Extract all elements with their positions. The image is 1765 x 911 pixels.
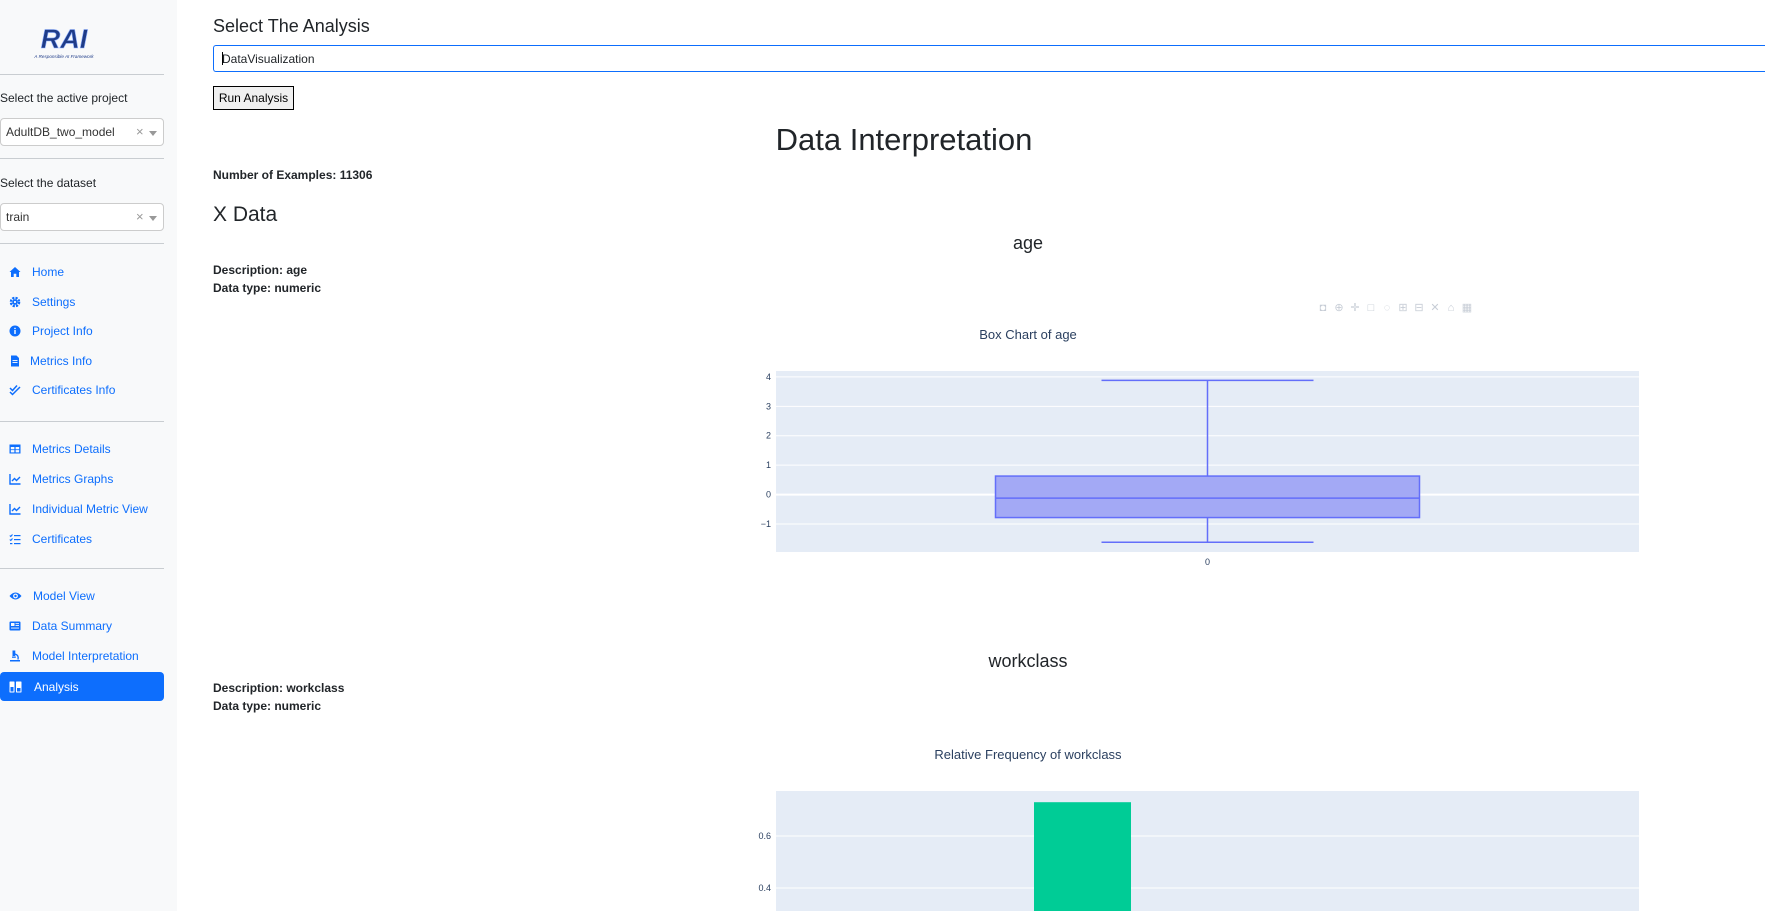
y-tick-label: 3 (766, 401, 771, 411)
y-tick-label: 1 (766, 460, 771, 470)
sidebar-item-model-view[interactable]: Model View (0, 583, 164, 609)
sidebar-item-label: Home (32, 265, 65, 279)
zoom-icon[interactable]: ⊕ (1334, 302, 1344, 314)
sidebar-divider (0, 243, 164, 244)
num-examples: Number of Examples: 11306 (213, 168, 373, 182)
bar-chart-workclass: Relative Frequency of workclass 0.4 0.6 (758, 747, 1639, 911)
microscope-icon (9, 650, 21, 662)
box-iqr (994, 475, 1421, 519)
y-tick-label: −1 (761, 519, 771, 529)
run-analysis-button[interactable]: Run Analysis (213, 86, 294, 110)
y-tick-label: 0 (766, 490, 771, 500)
autoscale-icon[interactable]: ✕ (1430, 302, 1440, 314)
dataset-select-label: Select the dataset (0, 176, 97, 190)
page-title: Data Interpretation (775, 122, 1033, 157)
box-select-icon[interactable]: □ (1367, 302, 1375, 314)
sidebar-item-individual-metric-view[interactable]: Individual Metric View (0, 496, 164, 522)
feature-data-type: Data type: numeric (213, 699, 322, 713)
sidebar-item-label: Project Info (32, 324, 93, 338)
project-select[interactable]: AdultDB_two_model × (0, 118, 164, 146)
sidebar-item-metrics-details[interactable]: Metrics Details (0, 436, 164, 462)
feature-description: Description: age (213, 263, 308, 277)
sidebar-item-label: Model Interpretation (32, 649, 139, 663)
sidebar-item-label: Metrics Graphs (32, 472, 114, 486)
chart-title: Relative Frequency of workclass (934, 747, 1122, 762)
feature-description: Description: workclass (213, 681, 345, 695)
zoom-in-icon[interactable]: ⊞ (1398, 302, 1408, 314)
feature-title-workclass: workclass (988, 651, 1068, 671)
sidebar-divider (0, 158, 164, 159)
home-icon (9, 266, 21, 278)
chart-line-icon (9, 473, 21, 485)
logo-text: RAI (41, 24, 88, 54)
project-select-label: Select the active project (0, 91, 128, 105)
analysis-select-input[interactable] (213, 45, 1765, 72)
feature-title-age: age (1012, 233, 1044, 253)
sidebar-item-label: Individual Metric View (32, 502, 148, 516)
plot-modebar: ◘ ⊕ ✛ □ ◌ ⊞ ⊟ ✕ ⌂ ▦ (1317, 302, 1473, 314)
gear-icon (9, 296, 21, 308)
table-icon (9, 443, 21, 455)
sidebar-item-label: Model View (33, 589, 95, 603)
check-double-icon (9, 384, 21, 396)
sidebar-item-model-interpretation[interactable]: Model Interpretation (0, 643, 164, 669)
sidebar-item-label: Data Summary (32, 619, 113, 633)
project-clear-icon[interactable]: × (136, 124, 144, 139)
chart-title: Box Chart of age (979, 327, 1077, 342)
select-analysis-title: Select The Analysis (213, 16, 370, 36)
sidebar-item-certificates-info[interactable]: Certificates Info (0, 377, 164, 403)
sidebar-item-label: Metrics Info (30, 354, 93, 368)
sidebar-item-label: Metrics Details (32, 442, 111, 456)
project-chevron-down-icon[interactable] (149, 131, 157, 136)
lasso-icon[interactable]: ◌ (1383, 302, 1391, 314)
reset-axes-icon[interactable]: ⌂ (1447, 302, 1455, 314)
file-icon (9, 355, 21, 367)
sidebar-item-label: Certificates (32, 532, 93, 546)
y-tick-label: 4 (766, 372, 771, 382)
sidebar-item-certificates[interactable]: Certificates (0, 526, 164, 552)
sidebar-item-label: Analysis (34, 679, 79, 694)
bar (1034, 802, 1131, 911)
y-tick-label: 2 (766, 431, 771, 441)
text-cursor (222, 52, 223, 65)
sidebar-item-analysis[interactable]: Analysis (0, 672, 164, 701)
project-select-value: AdultDB_two_model (6, 125, 115, 139)
sidebar: RAI A Responsible AI Framework Select th… (0, 0, 177, 911)
logo-tagline: A Responsible AI Framework (33, 54, 94, 59)
sidebar-item-data-summary[interactable]: Data Summary (0, 613, 164, 639)
plotly-logo-icon[interactable]: ▦ (1461, 302, 1473, 314)
sidebar-divider (0, 568, 164, 569)
x-data-heading: X Data (213, 203, 278, 226)
rai-logo: RAI A Responsible AI Framework (26, 20, 102, 62)
flask-icon (9, 681, 22, 693)
dataset-select-value: train (6, 210, 30, 224)
box-chart-age: Box Chart of age −1 0 1 2 3 4 0 (761, 327, 1639, 567)
sidebar-item-metrics-graphs[interactable]: Metrics Graphs (0, 466, 164, 492)
sidebar-item-metrics-info[interactable]: Metrics Info (0, 348, 164, 374)
sidebar-item-home[interactable]: Home (0, 259, 164, 285)
y-tick-label: 0.4 (758, 883, 771, 893)
sidebar-item-label: Settings (32, 295, 76, 309)
newspaper-icon (9, 620, 21, 632)
sidebar-divider (0, 74, 164, 75)
plot-area (776, 791, 1639, 911)
sidebar-item-label: Certificates Info (32, 383, 116, 397)
chart-line-icon (9, 503, 21, 515)
sidebar-divider (0, 421, 164, 422)
dataset-select[interactable]: train × (0, 203, 164, 231)
main-content: Select The Analysis Run Analysis Data In… (177, 0, 1765, 911)
y-tick-label: 0.6 (758, 831, 771, 841)
x-tick-label: 0 (1205, 557, 1210, 567)
info-icon (9, 325, 21, 337)
sidebar-item-project-info[interactable]: Project Info (0, 318, 164, 344)
camera-icon[interactable]: ◘ (1319, 302, 1327, 314)
dataset-chevron-down-icon[interactable] (149, 216, 157, 221)
list-check-icon (9, 533, 21, 545)
eye-icon (9, 590, 22, 602)
pan-icon[interactable]: ✛ (1350, 302, 1360, 314)
sidebar-item-settings[interactable]: Settings (0, 289, 164, 315)
dataset-clear-icon[interactable]: × (136, 209, 144, 224)
zoom-out-icon[interactable]: ⊟ (1414, 302, 1424, 314)
feature-data-type: Data type: numeric (213, 281, 322, 295)
